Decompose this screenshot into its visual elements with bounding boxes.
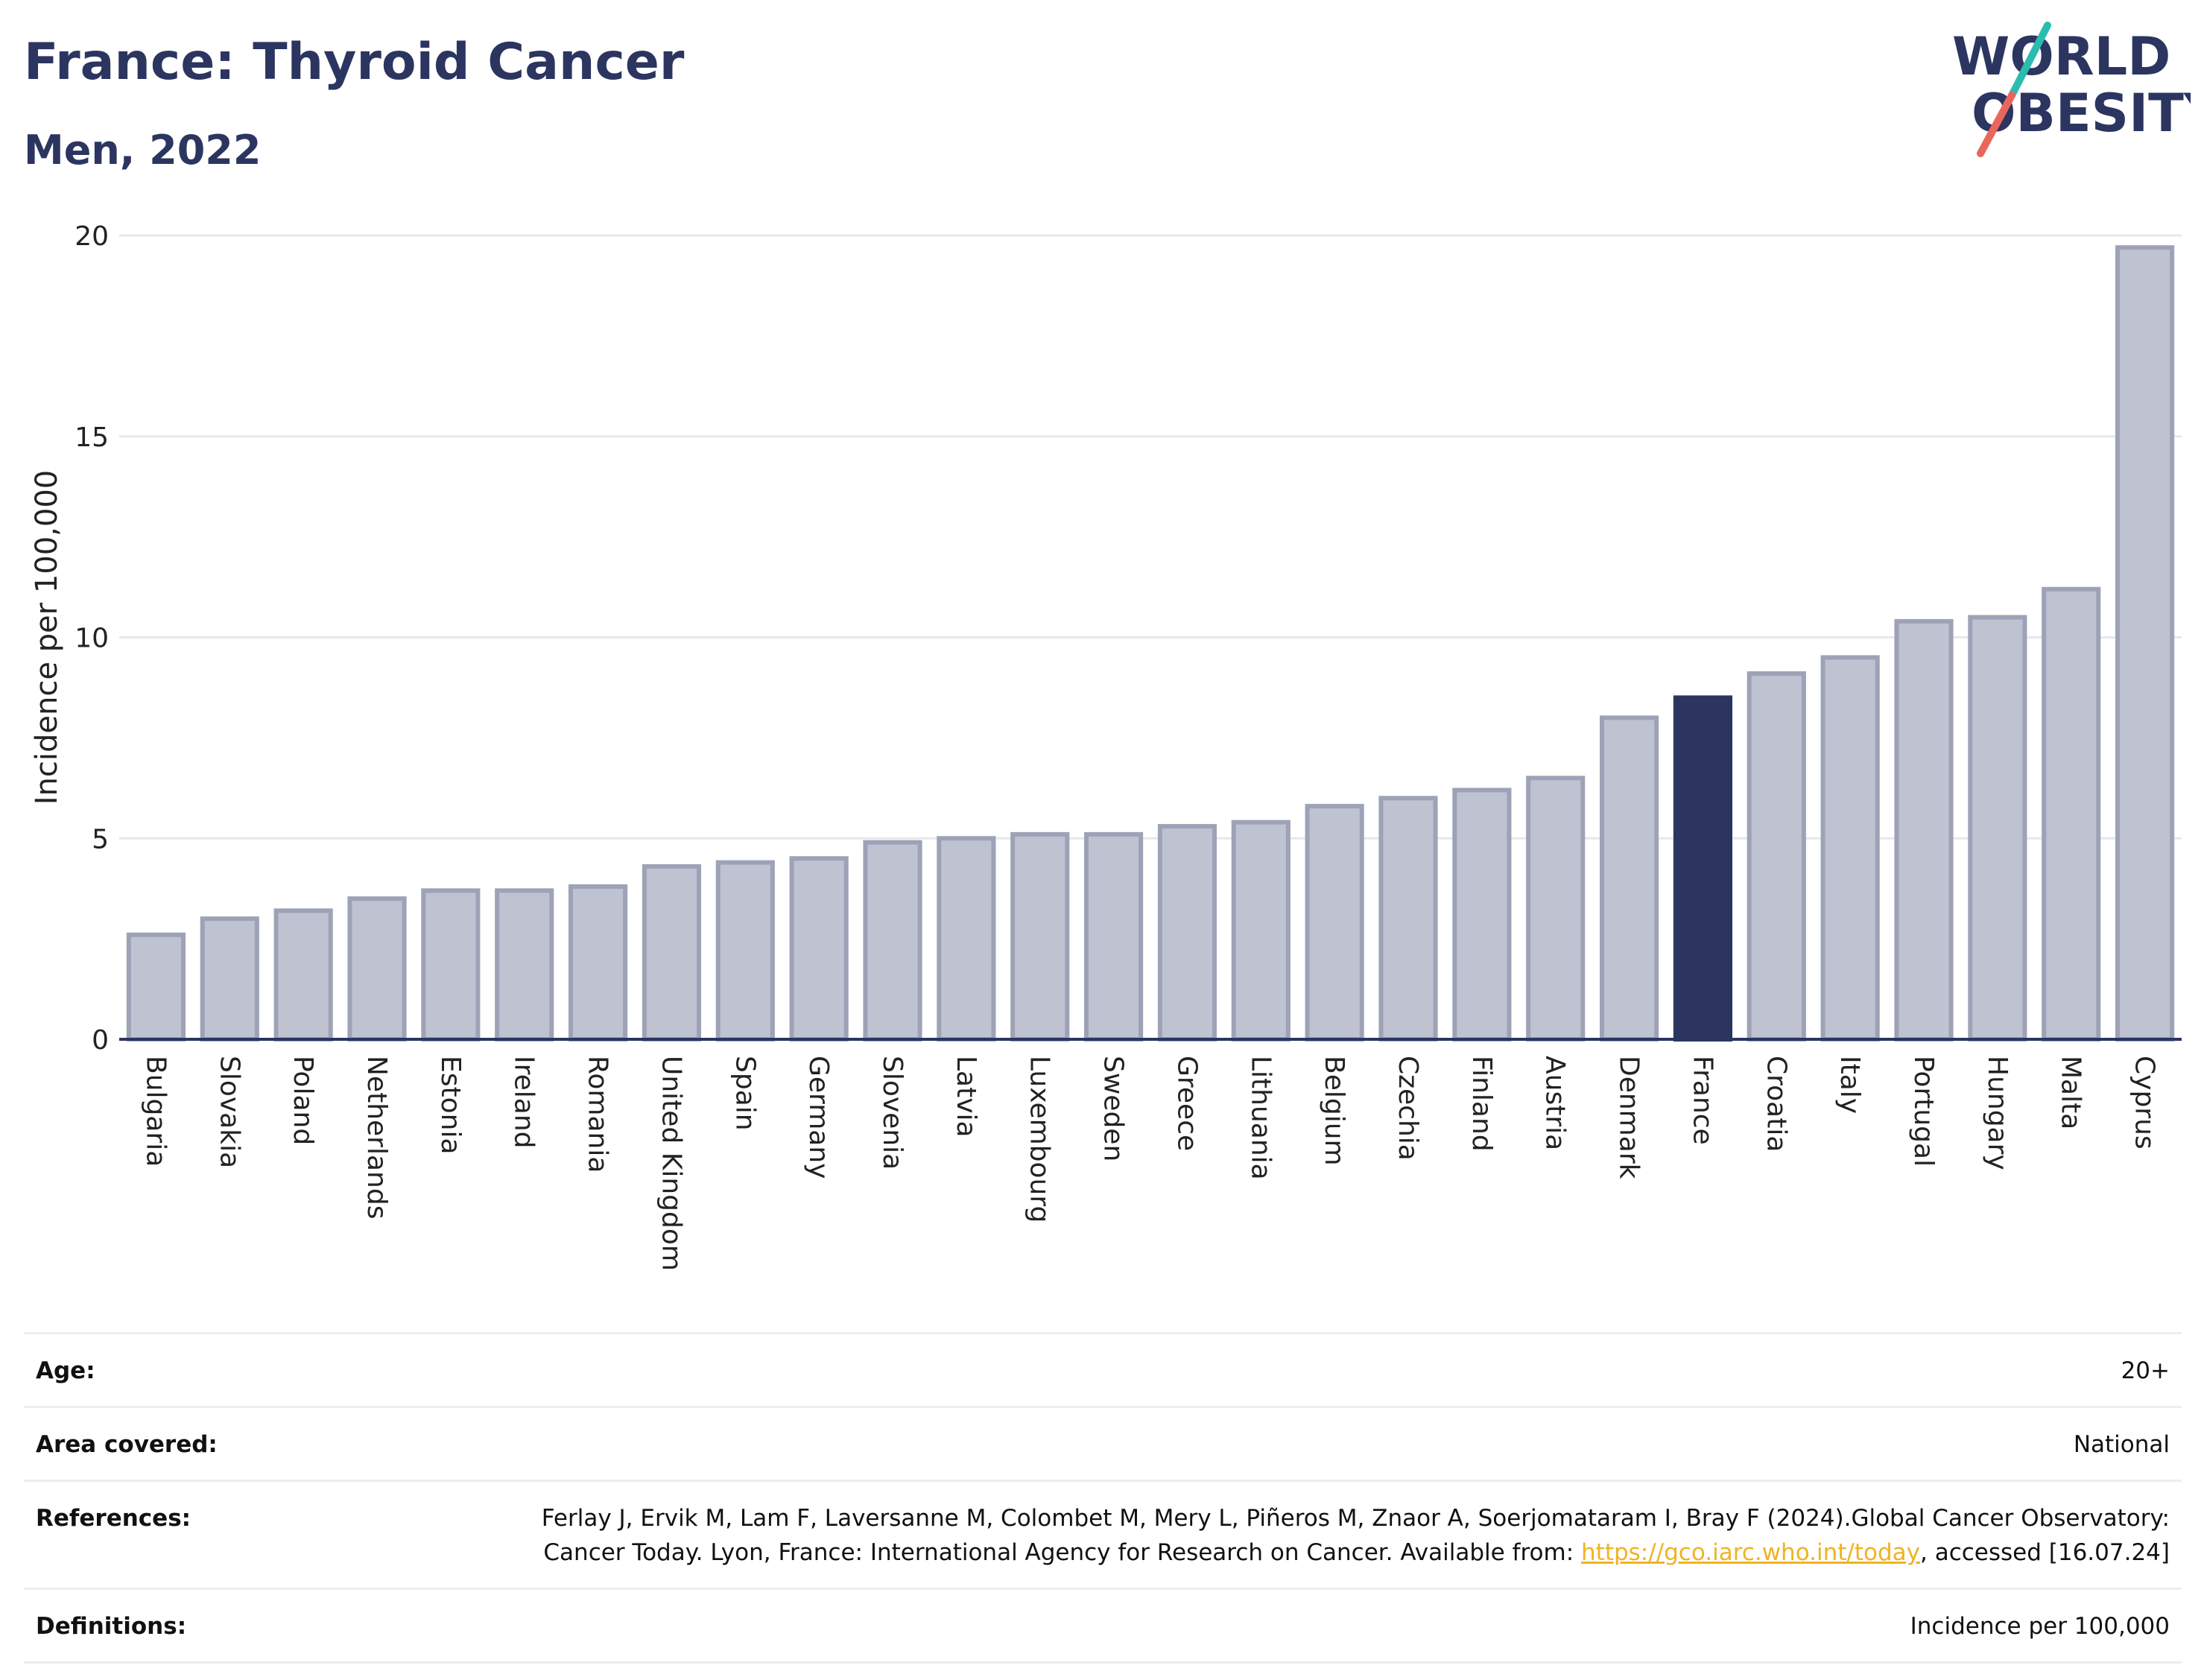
x-tick-label: Austria <box>1540 1056 1571 1150</box>
bar-ireland <box>495 888 554 1042</box>
x-tick-label: Finland <box>1466 1056 1497 1152</box>
definitions-value: Incidence per 100,000 <box>1910 1613 2170 1640</box>
bar-luxembourg <box>1010 831 1070 1042</box>
chart-title: France: Thyroid Cancer <box>24 33 685 92</box>
bar-czechia <box>1378 796 1438 1042</box>
area-value: National <box>2073 1431 2170 1458</box>
bar-estonia <box>421 888 481 1042</box>
y-tick-label: 20 <box>75 221 109 252</box>
bar-poland <box>273 908 333 1042</box>
x-tick-label: Belgium <box>1319 1056 1349 1166</box>
age-value: 20+ <box>2121 1357 2170 1384</box>
x-tick-label: Portugal <box>1908 1056 1939 1167</box>
bar-germany <box>789 856 849 1042</box>
info-table: Age: 20+ Area covered: National Referenc… <box>24 1332 2182 1664</box>
y-axis-label: Incidence per 100,000 <box>30 470 64 805</box>
x-tick-label: Lithuania <box>1245 1056 1276 1180</box>
x-tick-label: Slovakia <box>214 1056 244 1168</box>
references-label: References: <box>36 1505 191 1532</box>
x-tick-label: Estonia <box>435 1056 466 1155</box>
definitions-label: Definitions: <box>36 1613 187 1640</box>
x-tick-labels: Bulgaria Slovakia Poland Netherlands Estonia… <box>140 1056 2159 1271</box>
references-text: Ferlay J, Ervik M, Lam F, Laversanne M, … <box>541 1505 2170 1566</box>
x-tick-label: Sweden <box>1098 1056 1129 1161</box>
bar-chart: 0 5 10 15 20 Bulgaria Slovakia Poland Netherlan… <box>30 221 2182 1271</box>
x-tick-label: Poland <box>288 1056 318 1145</box>
info-row-definitions: Definitions: Incidence per 100,000 <box>24 1588 2182 1664</box>
bar-greece <box>1157 824 1217 1042</box>
references-value: Ferlay J, Ervik M, Lam F, Laversanne M, … <box>531 1501 2170 1570</box>
x-tick-label: United Kingdom <box>656 1056 686 1271</box>
info-row-age: Age: 20+ <box>24 1332 2182 1406</box>
area-label: Area covered: <box>36 1431 218 1458</box>
bar-latvia <box>937 836 996 1042</box>
info-row-references: References: Ferlay J, Ervik M, Lam F, La… <box>24 1480 2182 1588</box>
x-tick-label: Romania <box>583 1056 613 1173</box>
bar-slovakia <box>200 916 259 1042</box>
info-row-area: Area covered: National <box>24 1406 2182 1480</box>
world-obesity-logo: WORLD OBESITY <box>1952 22 2191 157</box>
logo-slash-top <box>2008 22 2051 99</box>
bar-france <box>1673 695 1733 1042</box>
bar-bulgaria <box>126 932 186 1042</box>
x-tick-label: Latvia <box>951 1056 981 1138</box>
bar-malta <box>2042 586 2101 1042</box>
x-tick-label: Italy <box>1834 1056 1865 1114</box>
x-tick-label: Spain <box>729 1056 760 1131</box>
bar-austria <box>1526 776 1586 1042</box>
bar-sweden <box>1083 831 1144 1042</box>
x-tick-label: Cyprus <box>2129 1056 2160 1150</box>
logo-line-2: OBESITY <box>1972 83 2191 144</box>
bar-cyprus <box>2115 245 2175 1042</box>
bar-denmark <box>1599 715 1659 1042</box>
bar-united-kingdom <box>642 864 702 1042</box>
bar-lithuania <box>1231 820 1291 1042</box>
bar-slovenia <box>863 840 922 1042</box>
x-tick-label: Czechia <box>1393 1056 1423 1161</box>
bar-finland <box>1452 787 1512 1042</box>
age-label: Age: <box>36 1357 95 1384</box>
bars <box>126 245 2175 1042</box>
bar-belgium <box>1305 804 1364 1042</box>
x-tick-label: Netherlands <box>361 1056 392 1219</box>
x-tick-label: Greece <box>1171 1056 1202 1151</box>
bar-hungary <box>1968 615 2027 1042</box>
references-link[interactable]: https://gco.iarc.who.int/today <box>1581 1539 1920 1566</box>
y-tick-label: 15 <box>75 422 109 453</box>
chart-subtitle: Men, 2022 <box>24 127 262 174</box>
x-tick-label: Hungary <box>1982 1056 2013 1170</box>
x-tick-label: Croatia <box>1761 1056 1791 1152</box>
x-tick-label: Luxembourg <box>1025 1056 1055 1223</box>
x-tick-label: Ireland <box>509 1056 539 1149</box>
x-tick-label: Denmark <box>1614 1056 1644 1179</box>
x-tick-label: Bulgaria <box>140 1056 171 1167</box>
bar-netherlands <box>347 896 407 1042</box>
logo-line-1: WORLD <box>1952 26 2170 87</box>
bar-croatia <box>1747 671 1806 1042</box>
y-tick-labels: 0 5 10 15 20 <box>75 221 109 1056</box>
bar-italy <box>1820 655 1880 1042</box>
y-tick-label: 5 <box>92 824 109 855</box>
y-tick-label: 10 <box>75 624 109 654</box>
x-tick-label: Malta <box>2056 1056 2086 1129</box>
logo-slash-bottom <box>1977 92 2015 157</box>
y-tick-label: 0 <box>92 1025 109 1056</box>
x-tick-label: Germany <box>803 1056 834 1179</box>
x-tick-label: Slovenia <box>877 1056 908 1170</box>
bar-romania <box>568 884 628 1042</box>
bar-spain <box>715 860 775 1042</box>
x-tick-label: France <box>1687 1056 1717 1145</box>
bar-portugal <box>1894 618 1954 1042</box>
references-suffix: , accessed [16.07.24] <box>1919 1539 2170 1566</box>
